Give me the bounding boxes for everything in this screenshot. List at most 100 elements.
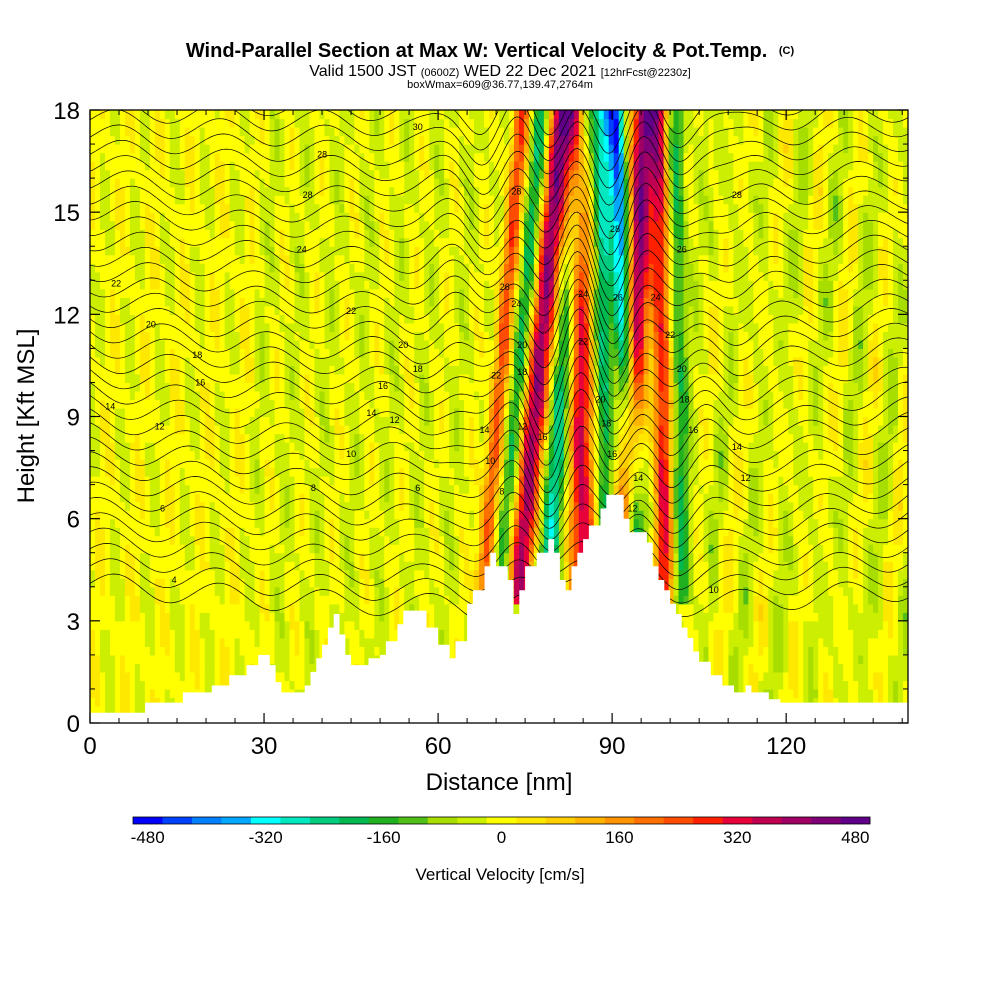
velocity-cell [309,373,316,384]
velocity-cell [379,373,385,384]
velocity-cell [259,603,266,613]
velocity-cell [344,331,350,341]
velocity-cell [284,331,291,341]
velocity-cell [384,161,390,171]
velocity-cell [174,297,181,307]
velocity-cell [414,169,420,179]
velocity-cell [129,271,136,281]
velocity-cell [359,373,365,384]
velocity-cell [209,373,216,384]
velocity-cell [174,229,181,239]
velocity-cell [404,561,410,571]
velocity-cell [404,254,410,264]
velocity-cell [259,561,266,571]
velocity-cell [149,212,156,222]
velocity-cell [284,186,291,196]
velocity-cell [134,322,141,332]
velocity-cell [264,195,271,205]
velocity-cell [189,331,196,341]
velocity-cell [414,297,420,307]
velocity-cell [339,271,345,281]
velocity-cell [294,322,301,332]
velocity-cell [149,263,156,273]
velocity-cell [409,373,415,384]
velocity-cell [314,314,321,324]
velocity-cell [364,535,370,545]
velocity-cell [159,561,166,571]
velocity-cell [214,144,221,154]
velocity-cell [234,203,241,213]
velocity-cell [159,450,166,460]
velocity-cell [319,169,326,179]
velocity-cell [169,186,176,196]
velocity-cell [229,339,236,349]
velocity-cell [244,569,251,579]
velocity-cell [149,527,156,537]
velocity-cell [414,246,420,256]
velocity-cell [359,220,365,230]
velocity-cell [214,356,221,367]
velocity-cell [414,305,420,315]
velocity-cell [159,127,166,137]
velocity-cell [329,348,335,358]
velocity-cell [419,569,425,579]
velocity-cell [99,195,106,205]
velocity-cell [369,280,375,290]
velocity-cell [279,637,286,647]
velocity-cell [419,186,425,196]
velocity-cell [219,127,226,137]
velocity-cell [399,416,405,426]
velocity-cell [329,612,335,622]
velocity-cell [119,229,126,239]
velocity-cell [124,654,131,664]
velocity-cell [104,654,111,664]
velocity-cell [319,552,326,562]
velocity-cell [169,433,176,443]
velocity-cell [90,586,96,596]
velocity-cell [399,535,405,545]
velocity-cell [209,220,216,230]
velocity-cell [99,527,106,537]
velocity-cell [384,578,390,588]
velocity-cell [319,220,326,230]
velocity-cell [264,297,271,307]
velocity-cell [279,280,286,290]
velocity-cell [174,288,181,298]
velocity-cell [129,331,136,341]
velocity-cell [289,288,296,298]
velocity-cell [424,178,430,188]
velocity-cell [204,135,211,145]
velocity-cell [424,586,430,596]
velocity-cell [239,135,246,145]
velocity-cell [264,459,271,469]
velocity-cell [289,654,296,664]
velocity-cell [259,271,266,281]
velocity-cell [379,144,385,154]
velocity-cell [124,646,131,656]
velocity-cell [309,535,316,545]
velocity-cell [349,620,355,630]
velocity-cell [334,135,340,145]
velocity-cell [134,629,141,639]
velocity-cell [244,220,251,230]
velocity-cell [279,680,286,690]
velocity-cell [374,603,380,613]
velocity-cell [269,552,276,562]
velocity-cell [204,586,211,596]
velocity-cell [119,450,126,460]
velocity-cell [184,603,191,613]
velocity-cell [164,680,171,690]
velocity-cell [379,331,385,341]
velocity-cell [129,220,136,230]
velocity-cell [114,399,121,409]
velocity-cell [109,595,116,605]
velocity-cell [334,578,340,588]
velocity-cell [94,229,101,239]
velocity-cell [429,263,435,273]
velocity-cell [109,263,116,273]
velocity-cell [324,620,331,630]
velocity-cell [154,348,161,358]
velocity-cell [329,237,335,247]
velocity-cell [194,195,201,205]
